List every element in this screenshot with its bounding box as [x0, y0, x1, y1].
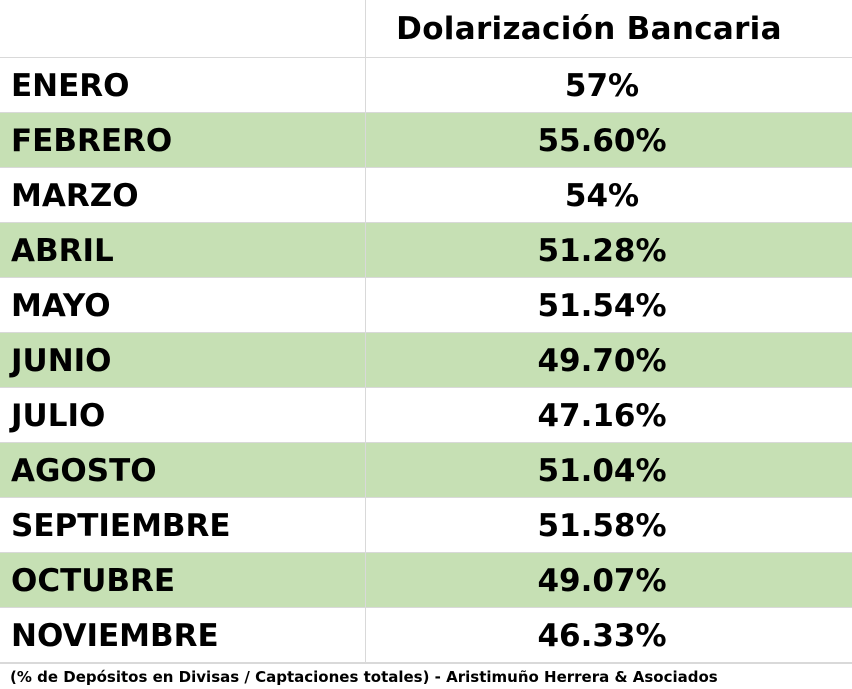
table-row: AGOSTO 51.04% [0, 443, 852, 498]
dollarization-value: 51.54% [537, 287, 667, 324]
table-row: MAYO 51.54% [0, 278, 852, 333]
month-label: JUNIO [0, 333, 366, 388]
dollarization-value: 51.04% [537, 452, 667, 489]
month-label: NOVIEMBRE [0, 608, 366, 663]
month-label: SEPTIEMBRE [0, 498, 366, 553]
table-row: JUNIO 49.70% [0, 333, 852, 388]
table-footnote: (% de Depósitos en Divisas / Captaciones… [0, 663, 852, 689]
month-label: ENERO [0, 58, 366, 113]
table-row: MARZO 54% [0, 168, 852, 223]
dollarization-value: 51.58% [537, 507, 667, 544]
dollarization-value: 51.28% [537, 232, 667, 269]
month-label: ABRIL [0, 223, 366, 278]
table-row: NOVIEMBRE 46.33% [0, 608, 852, 663]
month-label: AGOSTO [0, 443, 366, 498]
table-row: FEBRERO 55.60% [0, 113, 852, 168]
table-row: JULIO 47.16% [0, 388, 852, 443]
dollarization-value: 49.70% [537, 342, 667, 379]
month-label: MAYO [0, 278, 366, 333]
month-label: JULIO [0, 388, 366, 443]
month-label: MARZO [0, 168, 366, 223]
table-row: OCTUBRE 49.07% [0, 553, 852, 608]
dollarization-value: 46.33% [537, 617, 667, 654]
dollarization-value: 57% [564, 67, 640, 104]
month-label: OCTUBRE [0, 553, 366, 608]
dollarization-value: 55.60% [537, 122, 667, 159]
table-row: SEPTIEMBRE 51.58% [0, 498, 852, 553]
column-header-dollarization: Dolarización Bancaria [396, 11, 782, 47]
dollarization-value: 47.16% [537, 397, 667, 434]
table-row: ENERO 57% [0, 58, 852, 113]
dollarization-value: 49.07% [537, 562, 667, 599]
table-header-row: Dolarización Bancaria [0, 0, 852, 58]
header-month-cell [0, 0, 366, 58]
dollarization-value: 54% [564, 177, 640, 214]
table-row: ABRIL 51.28% [0, 223, 852, 278]
month-label: FEBRERO [0, 113, 366, 168]
